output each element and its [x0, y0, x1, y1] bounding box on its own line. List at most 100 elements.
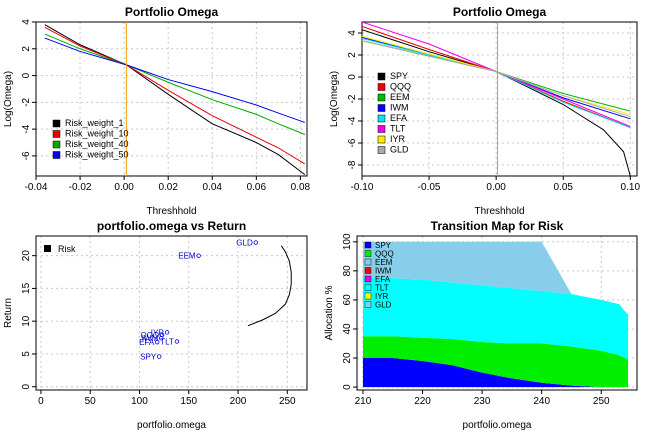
x-tick-label: 0.00 — [486, 182, 506, 193]
y-tick-label: -4 — [21, 124, 32, 133]
legend-swatch — [52, 130, 61, 138]
plot-frame — [35, 235, 308, 391]
x-tick-label: 0.05 — [553, 182, 573, 193]
legend: Risk — [44, 244, 76, 254]
y-tick-label: -2 — [347, 94, 358, 103]
legend-label: Risk_weight_50 — [65, 150, 129, 160]
y-tick-label: 0 — [347, 74, 358, 80]
plot-frame — [35, 21, 308, 177]
x-tick-label: 210 — [355, 396, 372, 407]
y-tick-label: -4 — [347, 116, 358, 125]
x-axis-label: Threshhold — [474, 206, 524, 217]
legend-label: Risk_weight_10 — [65, 129, 129, 139]
y-axis-label: Log(Omega) — [3, 71, 14, 127]
series-group — [362, 241, 629, 388]
legend-swatch — [377, 125, 386, 133]
legend-swatch — [364, 258, 372, 266]
legend-label: IWM — [375, 267, 392, 276]
chart-p1: -0.04 -0.02 0.00 0.02 0.04 0.06 0.08 4 2 0 -2 -4 -6 P… — [3, 5, 311, 217]
chart-title: portfolio.omega vs Return — [97, 219, 246, 233]
legend-label: GLD — [375, 301, 392, 310]
point-marker — [155, 339, 160, 345]
y-tick-label: 20 — [342, 352, 353, 364]
y-tick-label: -6 — [347, 138, 358, 147]
legend-swatch — [364, 292, 372, 300]
legend-label: EEM — [390, 92, 410, 102]
legend-label: Risk — [58, 244, 76, 254]
point-marker — [156, 354, 162, 359]
series-line — [44, 24, 306, 176]
legend-label: IWM — [390, 103, 409, 113]
chart-p3: 0 50 100 150 200 250 0 5 10 15 20 portfolio.omega v… — [3, 219, 308, 431]
legend-label: TLT — [390, 124, 406, 134]
x-tick-label: 150 — [180, 396, 197, 407]
plot-frame — [356, 235, 638, 391]
legend-swatch — [52, 119, 61, 128]
y-tick-label: 4 — [21, 19, 32, 25]
y-axis-label: Allocation % — [324, 285, 335, 340]
y-tick-label: 4 — [347, 30, 358, 36]
y-tick-label: 10 — [21, 315, 32, 327]
y-tick-label: 2 — [347, 52, 358, 58]
x-tick-label: 250 — [279, 396, 296, 407]
legend-swatch — [377, 135, 386, 144]
legend-label: TLT — [375, 284, 389, 293]
legend-label: IYR — [390, 134, 406, 144]
x-tick-label: 200 — [230, 396, 247, 407]
legend-swatch — [364, 267, 372, 274]
series-line — [44, 33, 305, 135]
x-axis-label: portfolio.omega — [137, 420, 206, 431]
x-tick-label: 220 — [414, 396, 431, 407]
legend-label: SPY — [375, 241, 392, 250]
y-tick-label: 80 — [342, 265, 353, 277]
x-axis-label: portfolio.omega — [463, 420, 532, 431]
x-tick-label: -0.04 — [25, 182, 48, 193]
legend-swatch — [52, 151, 61, 159]
y-tick-label: 0 — [21, 72, 32, 78]
legend-swatch — [377, 104, 386, 112]
legend-swatch — [52, 140, 61, 149]
legend-label: QQQ — [390, 82, 411, 92]
legend-swatch — [377, 83, 386, 91]
y-tick-label: 20 — [21, 250, 32, 262]
y-tick-label: 2 — [21, 46, 32, 52]
point-label: EFA — [139, 338, 155, 347]
y-tick-label: 0 — [342, 384, 353, 390]
legend-swatch — [377, 72, 386, 81]
point-marker — [164, 330, 170, 335]
series-group — [362, 22, 631, 176]
point-label: EEM — [178, 252, 196, 261]
legend-swatch — [364, 241, 372, 249]
point-label: QQQ — [140, 331, 159, 340]
legend-label: IYR — [375, 292, 389, 301]
x-tick-label: 230 — [474, 396, 491, 407]
point-label: GLD — [236, 239, 253, 248]
allocation-band — [362, 358, 629, 388]
y-tick-label: -6 — [21, 151, 32, 160]
point-marker — [174, 339, 180, 344]
point-label: IYR — [151, 328, 165, 337]
point-marker — [158, 336, 164, 341]
legend-label: EFA — [375, 275, 391, 284]
x-tick-label: 0.10 — [621, 182, 641, 193]
x-tick-label: -0.05 — [418, 182, 441, 193]
x-tick-label: -0.02 — [69, 182, 92, 193]
y-tick-label: 15 — [21, 282, 32, 294]
x-tick-label: 0 — [38, 396, 44, 407]
legend-swatch — [44, 245, 51, 252]
x-tick-label: -0.10 — [351, 182, 374, 193]
allocation-band — [362, 241, 629, 315]
legend-label: EEM — [375, 258, 393, 267]
series-line — [362, 29, 631, 176]
legend-swatch — [364, 275, 372, 283]
point-marker — [196, 253, 201, 258]
legend-swatch — [377, 114, 386, 123]
x-tick-label: 0.08 — [291, 182, 311, 193]
x-tick-label: 0.02 — [158, 182, 178, 193]
allocation-band — [362, 276, 629, 360]
point-marker — [253, 240, 258, 245]
chart-p2: -0.10 -0.05 0.00 0.05 0.10 4 2 0 -2 -4 -6 -8 Portfol… — [329, 5, 640, 217]
series-line — [44, 37, 305, 123]
y-tick-label: -8 — [347, 160, 358, 169]
